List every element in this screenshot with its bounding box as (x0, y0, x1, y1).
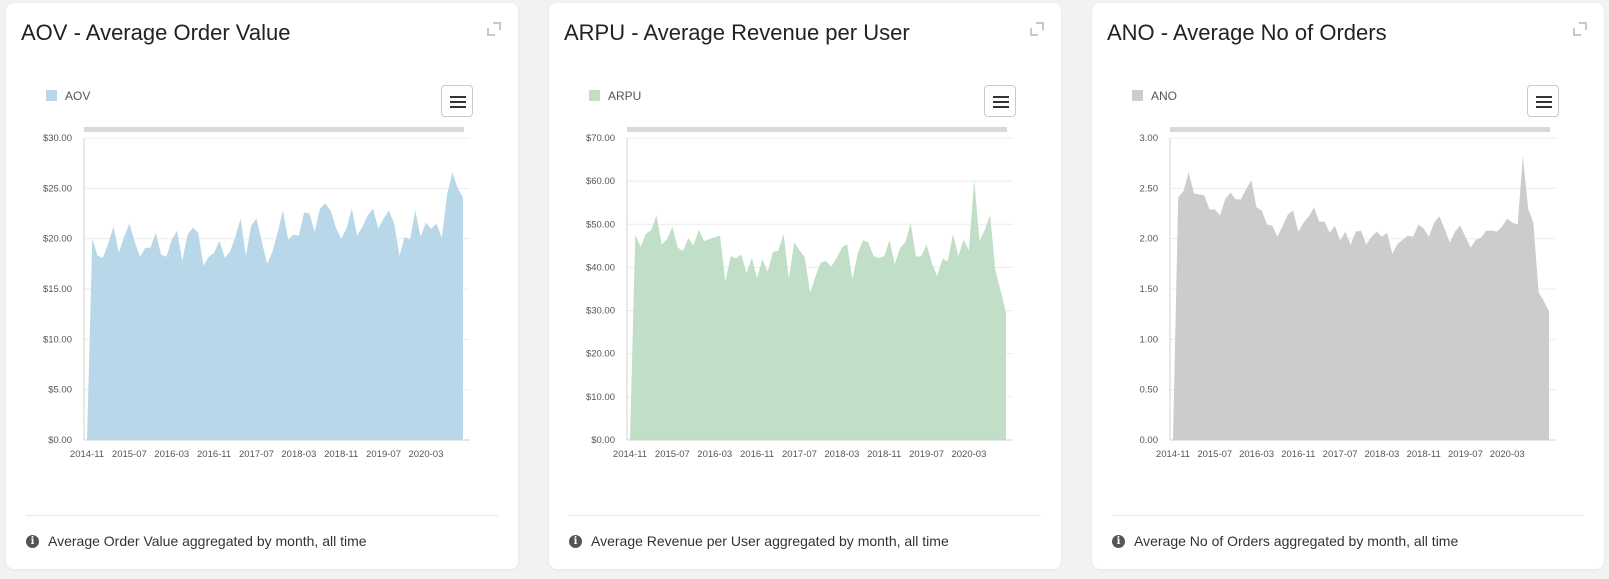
arpu-card-title: ARPU - Average Revenue per User (564, 20, 910, 45)
chart-menu-button[interactable] (984, 85, 1016, 117)
x-tick-label: 2015-07 (655, 449, 690, 460)
y-tick-label: $20.00 (43, 234, 72, 245)
info-icon: i (26, 534, 39, 548)
y-tick-label: 0.50 (1140, 385, 1159, 396)
expand-icon[interactable] (1571, 20, 1589, 38)
y-tick-label: $0.00 (48, 435, 72, 446)
x-tick-label: 2014-11 (613, 449, 647, 460)
ano-card: ANO - Average No of Orders ANO 0.00 0.50 1.… (1092, 3, 1604, 569)
x-tick-label: 2018-03 (281, 449, 316, 460)
y-tick-label: $40.00 (586, 262, 615, 273)
footer-text: Average Revenue per User aggregated by m… (591, 533, 949, 549)
legend-label: ANO (1151, 89, 1177, 103)
chart-menu-button[interactable] (1527, 85, 1559, 117)
y-tick-label: $30.00 (43, 133, 72, 144)
x-tick-label: 2018-03 (824, 449, 859, 460)
arpu-chart: ARPU $0.00 $10.00 $20.00 $30.00 $40.00 $50.00 $… (586, 89, 1013, 460)
ano-chart: ANO 0.00 0.50 1.00 1.50 2.00 2.50 3.00 2014-11 20… (1132, 89, 1556, 460)
y-tick-label: $0.00 (591, 435, 615, 446)
arpu-card: ARPU - Average Revenue per User ARPU $0.0… (549, 3, 1061, 569)
x-tick-label: 2018-11 (867, 449, 901, 460)
footer-text: Average No of Orders aggregated by month… (1134, 533, 1459, 549)
card-footer: i Average Revenue per User aggregated by… (569, 533, 949, 549)
y-tick-label: 0.00 (1140, 435, 1159, 446)
x-tick-label: 2020-03 (408, 449, 443, 460)
x-tick-label: 2018-03 (1364, 449, 1399, 460)
legend-swatch (46, 90, 57, 101)
y-tick-label: $20.00 (586, 349, 615, 360)
range-navigator (1170, 127, 1550, 132)
y-tick-label: $5.00 (48, 385, 72, 396)
y-tick-label: $60.00 (586, 176, 615, 187)
x-tick-label: 2017-07 (782, 449, 817, 460)
y-tick-label: $30.00 (586, 306, 615, 317)
y-tick-label: $15.00 (43, 284, 72, 295)
card-footer: i Average No of Orders aggregated by mon… (1112, 533, 1458, 549)
y-tick-label: 1.00 (1140, 334, 1159, 345)
card-divider (569, 515, 1041, 516)
y-tick-label: $50.00 (586, 219, 615, 230)
info-icon: i (569, 534, 582, 548)
x-tick-label: 2019-07 (366, 449, 401, 460)
card-divider (1112, 515, 1584, 516)
y-tick-label: 2.00 (1140, 234, 1159, 245)
series-area (630, 179, 1006, 440)
info-icon: i (1112, 534, 1125, 548)
legend-label: AOV (65, 89, 90, 103)
x-tick-label: 2016-03 (697, 449, 732, 460)
y-tick-label: $10.00 (43, 334, 72, 345)
y-tick-label: $25.00 (43, 183, 72, 194)
series-area (1173, 156, 1549, 440)
ano-card-title: ANO - Average No of Orders (1107, 20, 1387, 45)
x-tick-label: 2017-07 (1323, 449, 1358, 460)
range-navigator (627, 127, 1007, 132)
aov-chart: AOV $0.00 $5.00 $10.00 $15.00 $20.00 $25.00 $30… (43, 89, 470, 460)
x-tick-label: 2019-07 (1448, 449, 1483, 460)
x-tick-label: 2016-11 (1281, 449, 1315, 460)
y-tick-label: 1.50 (1140, 284, 1159, 295)
x-tick-label: 2015-07 (1197, 449, 1232, 460)
x-tick-label: 2017-07 (239, 449, 274, 460)
x-tick-label: 2014-11 (1156, 449, 1190, 460)
y-tick-label: 3.00 (1140, 133, 1159, 144)
x-tick-label: 2016-03 (1239, 449, 1274, 460)
legend-swatch (1132, 90, 1143, 101)
footer-text: Average Order Value aggregated by month,… (48, 533, 367, 549)
x-tick-label: 2020-03 (1490, 449, 1525, 460)
aov-card-title: AOV - Average Order Value (21, 20, 291, 45)
x-tick-label: 2016-03 (154, 449, 189, 460)
y-tick-label: $70.00 (586, 133, 615, 144)
x-tick-label: 2016-11 (740, 449, 774, 460)
y-tick-label: 2.50 (1140, 183, 1159, 194)
chart-menu-button[interactable] (441, 85, 473, 117)
legend-swatch (589, 90, 600, 101)
x-tick-label: 2014-11 (70, 449, 104, 460)
legend-label: ARPU (608, 89, 641, 103)
x-tick-label: 2016-11 (197, 449, 231, 460)
range-navigator (84, 127, 464, 132)
x-tick-label: 2015-07 (112, 449, 147, 460)
y-tick-label: $10.00 (586, 392, 615, 403)
expand-icon[interactable] (485, 20, 503, 38)
series-area (87, 172, 463, 440)
aov-card: AOV - Average Order Value AOV $0.00 $5.00 $… (6, 3, 518, 569)
x-tick-label: 2020-03 (951, 449, 986, 460)
expand-icon[interactable] (1028, 20, 1046, 38)
x-tick-label: 2019-07 (909, 449, 944, 460)
x-tick-label: 2018-11 (1407, 449, 1441, 460)
card-divider (26, 515, 498, 516)
card-footer: i Average Order Value aggregated by mont… (26, 533, 367, 549)
x-tick-label: 2018-11 (324, 449, 358, 460)
